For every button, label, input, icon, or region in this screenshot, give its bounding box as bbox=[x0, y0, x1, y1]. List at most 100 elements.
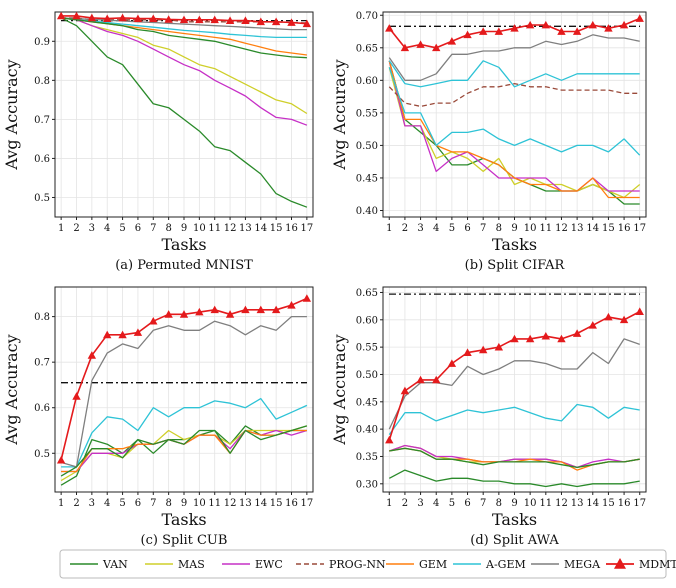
data-point-mdmt-r bbox=[87, 13, 97, 22]
x-tick-label: 10 bbox=[193, 223, 206, 234]
series-line-mega bbox=[388, 338, 640, 430]
y-tick-label: 0.6 bbox=[34, 154, 50, 165]
series-line-van bbox=[388, 469, 640, 488]
x-tick-label: 14 bbox=[586, 223, 599, 234]
x-tick-label: 15 bbox=[602, 498, 615, 509]
data-point-mdmt-r bbox=[572, 329, 582, 337]
x-tick-label: 9 bbox=[511, 498, 517, 509]
data-point-mdmt-r bbox=[179, 15, 189, 24]
x-tick-label: 1 bbox=[386, 223, 392, 234]
data-point-mdmt-r bbox=[635, 14, 644, 22]
x-tick-label: 17 bbox=[300, 223, 313, 234]
data-point-mdmt-r bbox=[149, 14, 158, 22]
x-axis-label: Tasks bbox=[161, 235, 206, 254]
series-line-mas bbox=[388, 67, 641, 199]
data-point-mdmt-r bbox=[416, 40, 425, 48]
y-tick-label: 0.9 bbox=[34, 37, 50, 48]
x-tick-label: 3 bbox=[417, 498, 423, 509]
x-tick-label: 4 bbox=[104, 223, 110, 234]
series-line-mas bbox=[61, 17, 308, 115]
y-tick-label: 0.8 bbox=[34, 76, 50, 87]
series-line-mega bbox=[61, 17, 307, 31]
data-point-mdmt-r bbox=[118, 330, 127, 339]
data-point-mdmt-r bbox=[149, 316, 158, 325]
legend-label-ewc: EWC bbox=[255, 558, 283, 571]
series-line-van bbox=[60, 17, 308, 208]
legend-label-prog-nn: PROG-NN bbox=[329, 558, 386, 571]
x-tick-label: 14 bbox=[586, 498, 599, 509]
x-tick-label: 1 bbox=[386, 498, 392, 509]
data-point-mdmt-r bbox=[447, 359, 457, 367]
x-tick-label: 5 bbox=[119, 223, 125, 234]
chart-panel-4: 0.300.350.400.450.500.550.600.651 2 3 4 5 6 7 8… bbox=[330, 286, 647, 548]
data-point-mdmt-r bbox=[588, 20, 597, 29]
y-tick-label: 0.7 bbox=[34, 358, 50, 369]
data-point-mdmt-r bbox=[619, 20, 629, 29]
series-line-van bbox=[61, 17, 307, 59]
y-axis-label: Avg Accuracy bbox=[330, 334, 349, 445]
data-point-mdmt-r bbox=[287, 301, 296, 309]
series-line-a-gem bbox=[388, 67, 641, 156]
legend-label-mas: MAS bbox=[178, 558, 205, 571]
x-tick-label: 2 bbox=[402, 223, 408, 234]
x-tick-label: 7 bbox=[150, 223, 156, 234]
series-line-a-gem bbox=[388, 60, 640, 88]
data-point-mdmt-r bbox=[72, 392, 81, 400]
data-point-mdmt-r bbox=[604, 312, 613, 321]
x-tick-label: 5 bbox=[119, 498, 125, 509]
x-tick-label: 12 bbox=[555, 498, 568, 509]
data-point-mdmt-r bbox=[103, 330, 112, 339]
data-point-mdmt-r bbox=[210, 15, 219, 24]
x-tick-label: 12 bbox=[224, 223, 237, 234]
x-tick-label: 3 bbox=[417, 223, 423, 234]
x-tick-label: 10 bbox=[524, 223, 537, 234]
data-point-mdmt-r bbox=[256, 305, 265, 314]
panel-caption: (a) Permuted MNIST bbox=[115, 258, 253, 273]
y-tick-label: 0.40 bbox=[356, 206, 378, 217]
data-point-mdmt-r bbox=[385, 435, 394, 444]
y-tick-label: 0.70 bbox=[356, 11, 378, 22]
data-point-mdmt-r bbox=[225, 310, 235, 318]
x-tick-label: 11 bbox=[208, 498, 221, 509]
x-tick-label: 11 bbox=[539, 223, 552, 234]
legend-frame bbox=[59, 549, 667, 579]
legend-label-mdmt-r: MDMT-R bbox=[639, 558, 676, 571]
y-tick-label: 0.60 bbox=[356, 76, 378, 87]
y-tick-label: 0.45 bbox=[356, 173, 378, 184]
series-line-mega bbox=[60, 315, 307, 468]
data-point-mdmt-r bbox=[87, 351, 97, 359]
x-tick-label: 6 bbox=[464, 223, 470, 234]
data-point-mdmt-r bbox=[510, 334, 519, 343]
y-tick-label: 0.60 bbox=[356, 315, 378, 326]
x-tick-label: 16 bbox=[285, 223, 298, 234]
y-tick-label: 0.6 bbox=[34, 403, 50, 414]
data-point-mdmt-r bbox=[541, 20, 551, 29]
x-tick-label: 9 bbox=[181, 223, 187, 234]
series-line-van bbox=[60, 425, 308, 477]
data-point-mdmt-r bbox=[510, 24, 519, 32]
data-point-mdmt-r bbox=[557, 27, 566, 35]
y-tick-label: 0.55 bbox=[356, 108, 378, 119]
legend: VAN MAS EWC PROG-NN GEM A-GEM MEGA MDMT-R bbox=[59, 549, 676, 579]
x-tick-label: 15 bbox=[602, 223, 615, 234]
x-tick-label: 1 bbox=[58, 223, 64, 234]
data-point-mdmt-r bbox=[72, 11, 81, 20]
data-point-mdmt-r bbox=[225, 16, 235, 24]
x-tick-label: 15 bbox=[270, 498, 283, 509]
y-tick-label: 0.50 bbox=[356, 141, 378, 152]
data-point-mdmt-r bbox=[385, 24, 394, 32]
x-tick-label: 15 bbox=[270, 223, 283, 234]
x-tick-label: 16 bbox=[618, 223, 631, 234]
y-tick-label: 0.45 bbox=[356, 397, 378, 408]
data-point-mdmt-r bbox=[478, 345, 488, 354]
data-point-mdmt-r bbox=[271, 17, 281, 26]
y-tick-label: 0.5 bbox=[34, 193, 50, 204]
x-tick-label: 10 bbox=[524, 498, 537, 509]
data-point-mdmt-r bbox=[103, 14, 112, 22]
x-tick-label: 14 bbox=[254, 223, 267, 234]
y-tick-label: 0.65 bbox=[356, 288, 378, 299]
x-tick-label: 14 bbox=[254, 498, 267, 509]
data-point-mdmt-r bbox=[164, 15, 173, 23]
x-tick-label: 11 bbox=[208, 223, 221, 234]
